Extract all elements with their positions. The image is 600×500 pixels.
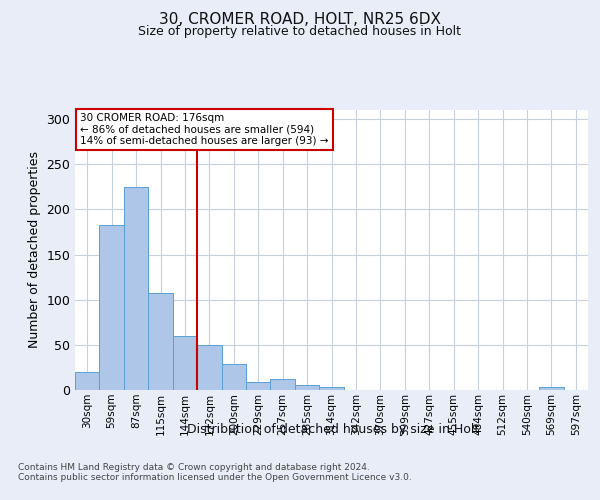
- Bar: [246, 382, 271, 390]
- Bar: [271, 379, 295, 390]
- Bar: [295, 386, 319, 390]
- Bar: [75, 372, 100, 390]
- Bar: [173, 336, 197, 390]
- Bar: [319, 388, 344, 390]
- Text: Contains HM Land Registry data © Crown copyright and database right 2024.
Contai: Contains HM Land Registry data © Crown c…: [18, 462, 412, 482]
- Bar: [221, 364, 246, 390]
- Bar: [100, 224, 124, 390]
- Text: 30 CROMER ROAD: 176sqm
← 86% of detached houses are smaller (594)
14% of semi-de: 30 CROMER ROAD: 176sqm ← 86% of detached…: [80, 113, 329, 146]
- Text: Size of property relative to detached houses in Holt: Size of property relative to detached ho…: [139, 25, 461, 38]
- Text: 30, CROMER ROAD, HOLT, NR25 6DX: 30, CROMER ROAD, HOLT, NR25 6DX: [159, 12, 441, 28]
- Y-axis label: Number of detached properties: Number of detached properties: [28, 152, 41, 348]
- Bar: [124, 187, 148, 390]
- Bar: [539, 388, 563, 390]
- Bar: [197, 345, 221, 390]
- Bar: [148, 294, 173, 390]
- Text: Distribution of detached houses by size in Holt: Distribution of detached houses by size …: [187, 422, 479, 436]
